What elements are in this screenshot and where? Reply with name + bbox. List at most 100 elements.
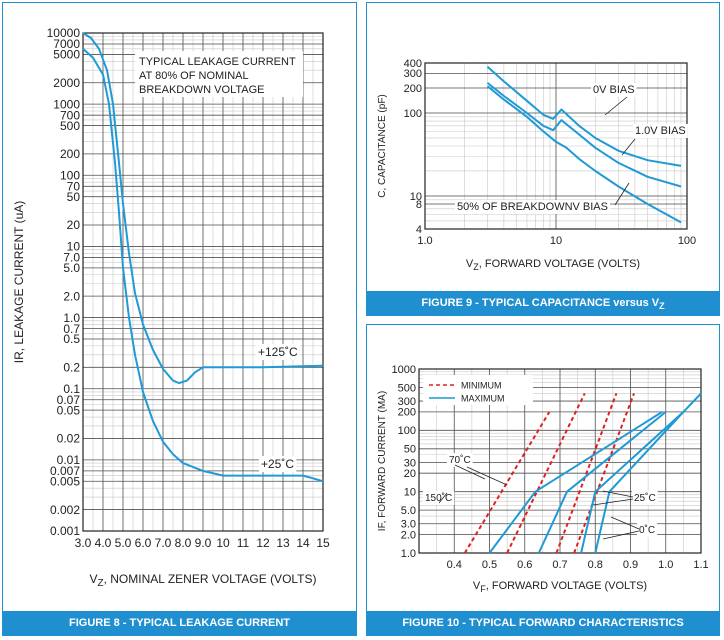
fig8-y-tick-label: 0.05	[57, 403, 81, 417]
fig8-y-tick-label: 0.07	[57, 393, 81, 407]
figure-8-panel: 10000 7000 5000 2000 1000 700 500 200 100 70 50 20 1…	[2, 2, 357, 636]
fig8-y-tick-label: 1.0	[63, 311, 80, 325]
fig10-series-line-4	[488, 411, 663, 554]
fig8-y-tick-label: 0.01	[57, 453, 81, 467]
fig8-x-tick-label: 5.0	[115, 536, 132, 550]
fig8-series-line-1	[82, 48, 324, 483]
fig10-annotation-70c-bg	[447, 453, 473, 467]
fig9-series-label-1v-bg	[633, 124, 688, 138]
fig9-series-label-1v: 1.0V BIAS	[635, 125, 686, 137]
figure-9-caption-text: FIGURE 9 - TYPICAL CAPACITANCE versus V	[421, 297, 660, 309]
fig10-y-tick-label: 100	[398, 425, 416, 437]
fig10-annotation-25c: 25˚C	[634, 492, 656, 504]
fig9-series-label-0v-bg	[591, 83, 637, 97]
fig8-y-tick-label: 0.5	[63, 332, 80, 346]
fig9-y-tick-label: 8	[416, 199, 422, 211]
fig9-series-line-1	[486, 82, 682, 188]
fig8-x-tick-label: 3.0	[75, 536, 92, 550]
fig10-y-tick-label: 500	[398, 382, 416, 394]
fig10-series-line-2	[555, 393, 618, 554]
fig10-x-tick-label: 0.8	[588, 559, 603, 571]
fig8-x-tick-label: 9.0	[195, 536, 212, 550]
fig10-x-tick-label: 1.1	[693, 559, 708, 571]
figure-9-caption-sub: Z	[659, 301, 665, 312]
fig8-y-tick-label: 0.2	[63, 360, 80, 374]
fig8-y-tick-label: 2000	[53, 76, 80, 90]
fig8-x-tick-label: 13	[276, 536, 290, 550]
fig9-series-label-50pct-bg	[455, 200, 610, 214]
fig10-x-tick-label: 0.4	[447, 559, 462, 571]
fig9-x-tick-label: 10	[550, 235, 562, 247]
fig10-leader-4	[592, 498, 634, 506]
fig10-y-tick-label: 20	[404, 468, 416, 480]
fig8-x-tick-label: 11	[237, 536, 250, 550]
fig8-y-tick-label: 70	[67, 180, 81, 194]
fig8-annotation-line: BREAKDOWN VOLTAGE	[139, 84, 265, 96]
fig10-y-tick-label: 3.0	[401, 519, 416, 531]
fig10-series-line-7	[594, 392, 702, 554]
fig8-annotation-line: TYPICAL LEAKAGE CURRENT	[139, 56, 296, 68]
fig9-series-label-0v: 0V BIAS	[593, 84, 635, 96]
fig8-y-tick-label: 20	[67, 218, 81, 232]
fig9-x-tick-label: 100	[678, 235, 696, 247]
fig10-y-tick-label: 2.0	[401, 529, 416, 541]
fig10-legend-bg	[423, 375, 533, 405]
figure-9-caption: FIGURE 9 - TYPICAL CAPACITANCE versus VZ	[367, 291, 719, 315]
fig10-x-tick-label: 0.9	[623, 559, 638, 571]
fig10-series-line-3	[573, 393, 635, 554]
fig8-x-tick-label: 6.0	[135, 536, 152, 550]
fig9-y-tick-label: 4	[416, 224, 422, 236]
fig8-y-tick-label: 50	[67, 190, 81, 204]
fig10-x-tick-label: 0.6	[517, 559, 532, 571]
fig10-annotation-25c-bg	[632, 491, 658, 505]
fig8-plot-frame	[82, 32, 324, 532]
fig8-x-tick-label: 15	[316, 536, 330, 550]
fig8-y-tick-label: 5000	[53, 48, 80, 62]
fig10-annotation-70c: 70˚C	[449, 454, 471, 466]
fig10-series-line-5	[537, 411, 667, 554]
fig10-series-line-6	[580, 411, 685, 554]
fig10-y-tick-label: 200	[398, 407, 416, 419]
fig10-y-tick-label: 300	[398, 396, 416, 408]
fig9-y-tick-label: 300	[404, 68, 422, 80]
fig10-leader-2	[438, 492, 448, 504]
fig10-legend-label-1: MAXIMUM	[461, 394, 505, 404]
fig10-y-tick-label: 5.0	[401, 505, 416, 517]
fig8-y-tick-label: 700	[60, 108, 80, 122]
fig10-legend-label-0: MINIMUM	[461, 381, 502, 391]
fig8-x-tick-label: 12	[256, 536, 270, 550]
fig8-y-tick-label: 10000	[47, 26, 81, 40]
fig10-x-tick-label: 0.7	[552, 559, 567, 571]
fig8-x-tick-label: 8.0	[175, 536, 192, 550]
fig8-y-tick-label: 5.0	[63, 261, 80, 275]
fig9-y-tick-label: 200	[404, 83, 422, 95]
fig10-y-tick-label: 10	[404, 487, 416, 499]
fig8-y-tick-label: 0.7	[63, 322, 80, 336]
fig8-y-tick-label: 7000	[53, 37, 80, 51]
fig9-y-axis-label: C, CAPACITANCE (pF)	[377, 94, 388, 198]
fig8-series-label-125c: +125˚C	[258, 345, 298, 359]
fig10-y-axis-label: IF, FORWARD CURRENT (MA)	[377, 391, 388, 531]
fig9-plot-frame	[424, 62, 688, 230]
fig10-annotation-150c-bg	[423, 491, 455, 505]
fig8-y-tick-label: 0.02	[57, 432, 81, 446]
fig8-y-tick-label: 2.0	[63, 289, 80, 303]
fig10-leader-5	[610, 516, 640, 530]
fig10-y-tick-label: 30	[404, 457, 416, 469]
fig10-y-tick-label: 1.0	[401, 548, 416, 560]
fig10-leader-6	[602, 530, 640, 540]
fig10-leader-3	[602, 490, 634, 498]
fig8-x-tick-label: 4.0	[95, 536, 112, 550]
fig9-series-line-2	[486, 85, 682, 224]
fig10-annotation-0c: 0˚C	[639, 524, 655, 536]
fig8-y-tick-label: 10	[67, 240, 81, 254]
fig10-y-tick-label: 50	[404, 444, 416, 456]
fig9-y-tick-label: 400	[404, 58, 422, 70]
fig8-y-tick-label: 0.002	[50, 503, 80, 517]
fig9-series-label-50pct: 50% OF BREAKDOWNV BIAS	[457, 201, 608, 213]
fig10-leader-1	[466, 466, 508, 486]
fig9-leader-50pct	[614, 182, 630, 206]
fig8-y-tick-label: 100	[60, 168, 80, 182]
